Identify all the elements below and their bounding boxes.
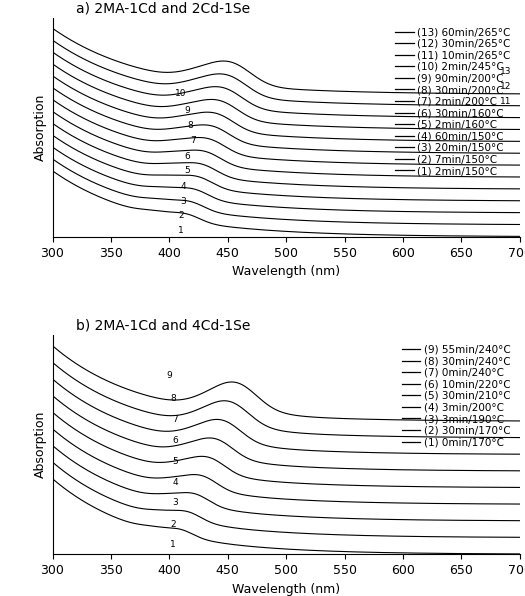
Text: a) 2MA-1Cd and 2Cd-1Se: a) 2MA-1Cd and 2Cd-1Se bbox=[76, 1, 250, 15]
X-axis label: Wavelength (nm): Wavelength (nm) bbox=[232, 582, 340, 595]
Text: 6: 6 bbox=[184, 152, 190, 161]
Legend: (13) 60min/265°C, (12) 30min/265°C, (11) 10min/265°C, (10) 2min/245°C, (9) 90min: (13) 60min/265°C, (12) 30min/265°C, (11)… bbox=[391, 23, 514, 180]
Text: 11: 11 bbox=[500, 97, 511, 106]
Text: b) 2MA-1Cd and 4Cd-1Se: b) 2MA-1Cd and 4Cd-1Se bbox=[76, 319, 250, 333]
Text: 4: 4 bbox=[181, 182, 186, 191]
Text: 2: 2 bbox=[178, 211, 184, 220]
Text: 3: 3 bbox=[181, 197, 186, 206]
Text: 6: 6 bbox=[172, 436, 178, 445]
Text: 9: 9 bbox=[184, 105, 190, 114]
Text: 2: 2 bbox=[170, 520, 176, 529]
X-axis label: Wavelength (nm): Wavelength (nm) bbox=[232, 265, 340, 278]
Text: 3: 3 bbox=[172, 498, 178, 507]
Legend: (9) 55min/240°C, (8) 30min/240°C, (7) 0min/240°C, (6) 10min/220°C, (5) 30min/210: (9) 55min/240°C, (8) 30min/240°C, (7) 0m… bbox=[397, 340, 514, 451]
Text: 7: 7 bbox=[172, 415, 178, 424]
Y-axis label: Absorption: Absorption bbox=[34, 411, 47, 479]
Text: 5: 5 bbox=[172, 457, 178, 466]
Text: 8: 8 bbox=[187, 122, 193, 131]
Y-axis label: Absorption: Absorption bbox=[34, 94, 47, 161]
Text: 12: 12 bbox=[500, 82, 511, 91]
Text: 9: 9 bbox=[166, 371, 172, 380]
Text: 5: 5 bbox=[184, 166, 190, 175]
Text: 10: 10 bbox=[175, 89, 187, 98]
Text: 8: 8 bbox=[170, 394, 176, 403]
Text: 1: 1 bbox=[170, 540, 176, 549]
Text: 1: 1 bbox=[178, 226, 184, 235]
Text: 13: 13 bbox=[500, 67, 511, 76]
Text: 4: 4 bbox=[172, 478, 178, 487]
Text: 7: 7 bbox=[190, 136, 195, 145]
